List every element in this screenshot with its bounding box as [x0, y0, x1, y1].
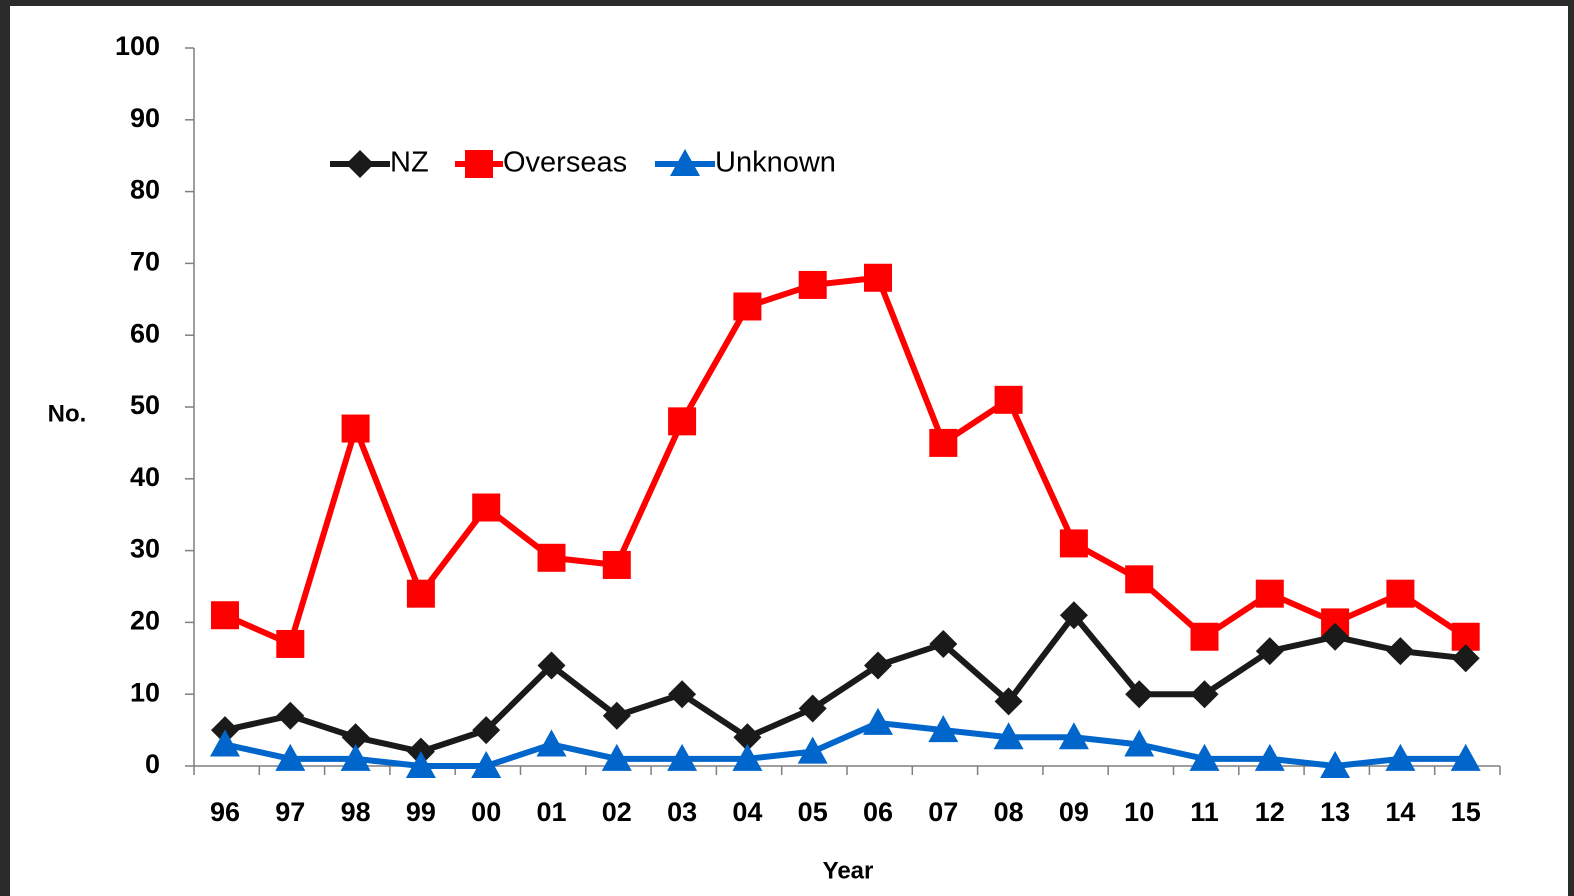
legend-label: Overseas: [503, 147, 627, 179]
legend-item-nz: NZ: [330, 147, 429, 179]
x-tick-label: 02: [602, 797, 632, 827]
x-tick-label: 06: [863, 797, 893, 827]
data-point-overseas: [211, 601, 239, 629]
x-tick-label: 04: [732, 797, 762, 827]
data-point-overseas: [995, 386, 1023, 414]
data-point-overseas: [407, 580, 435, 608]
data-point-overseas: [1256, 580, 1284, 608]
legend-item-overseas: Overseas: [455, 147, 627, 179]
data-point-overseas: [1125, 565, 1153, 593]
chart-frame: 0 10 20 30 40 50 60 70 80 90 100 96 97 98 99 00 01 02 03 0…: [10, 6, 1568, 896]
x-tick-label: 10: [1124, 797, 1154, 827]
x-tick-label: 96: [210, 797, 240, 827]
x-axis-title: Year: [823, 857, 874, 884]
y-tick-label: 80: [130, 175, 160, 205]
y-tick-labels: 0 10 20 30 40 50 60 70 80 90 100: [115, 31, 160, 779]
x-tick-label: 98: [341, 797, 371, 827]
x-tick-label: 11: [1190, 797, 1219, 827]
data-point-overseas: [668, 407, 696, 435]
data-point-nz: [276, 702, 304, 730]
y-tick-label: 0: [145, 749, 160, 779]
data-point-unknown: [537, 729, 567, 756]
x-tick-label: 03: [667, 797, 697, 827]
line-chart: 0 10 20 30 40 50 60 70 80 90 100 96 97 98 99 00 01 02 03 0…: [10, 6, 1568, 896]
y-axis-title: No.: [48, 400, 87, 427]
x-tick-label: 97: [275, 797, 305, 827]
x-tick-labels: 96 97 98 99 00 01 02 03 04 05 06 07 08 09 10 11 12 13 14 15: [210, 797, 1481, 827]
x-tick-label: 08: [994, 797, 1024, 827]
x-tick-label: 99: [406, 797, 436, 827]
y-tick-label: 20: [130, 606, 160, 636]
series-overseas: [211, 264, 1480, 658]
data-point-overseas: [864, 264, 892, 292]
legend-label: NZ: [390, 147, 429, 179]
y-tick-label: 90: [130, 103, 160, 133]
x-tick-label: 07: [928, 797, 958, 827]
series-line-unknown: [225, 723, 1466, 766]
y-tick-label: 30: [130, 534, 160, 564]
legend-label: Unknown: [715, 147, 836, 179]
legend-item-unknown: Unknown: [655, 147, 836, 179]
x-tick-label: 05: [798, 797, 828, 827]
x-tick-label: 01: [536, 797, 566, 827]
y-tick-label: 70: [130, 247, 160, 277]
axes: [185, 48, 1500, 775]
x-tick-label: 09: [1059, 797, 1089, 827]
data-point-overseas: [929, 429, 957, 457]
data-point-overseas: [1060, 529, 1088, 557]
x-tick-label: 15: [1451, 797, 1481, 827]
y-tick-label: 40: [130, 462, 160, 492]
y-tick-label: 50: [130, 390, 160, 420]
data-point-overseas: [1191, 623, 1219, 651]
x-tick-label: 14: [1385, 797, 1415, 827]
data-point-overseas: [1386, 580, 1414, 608]
legend-marker: [346, 150, 374, 178]
series-layer: [210, 264, 1481, 778]
data-point-overseas: [733, 292, 761, 320]
series-unknown: [210, 708, 1481, 778]
series-nz: [211, 601, 1480, 765]
x-tick-label: 13: [1320, 797, 1350, 827]
data-point-nz: [1386, 637, 1414, 665]
data-point-overseas: [472, 494, 500, 522]
legend: NZ Overseas Unknown: [330, 147, 836, 179]
y-tick-label: 10: [130, 677, 160, 707]
series-line-nz: [225, 615, 1466, 751]
data-point-overseas: [603, 551, 631, 579]
x-tick-label: 12: [1255, 797, 1285, 827]
data-point-overseas: [276, 630, 304, 658]
y-tick-label: 60: [130, 318, 160, 348]
y-tick-label: 100: [115, 31, 160, 61]
data-point-overseas: [538, 544, 566, 572]
x-tick-label: 00: [471, 797, 501, 827]
data-point-overseas: [799, 271, 827, 299]
legend-marker: [465, 150, 493, 178]
data-point-overseas: [342, 415, 370, 443]
